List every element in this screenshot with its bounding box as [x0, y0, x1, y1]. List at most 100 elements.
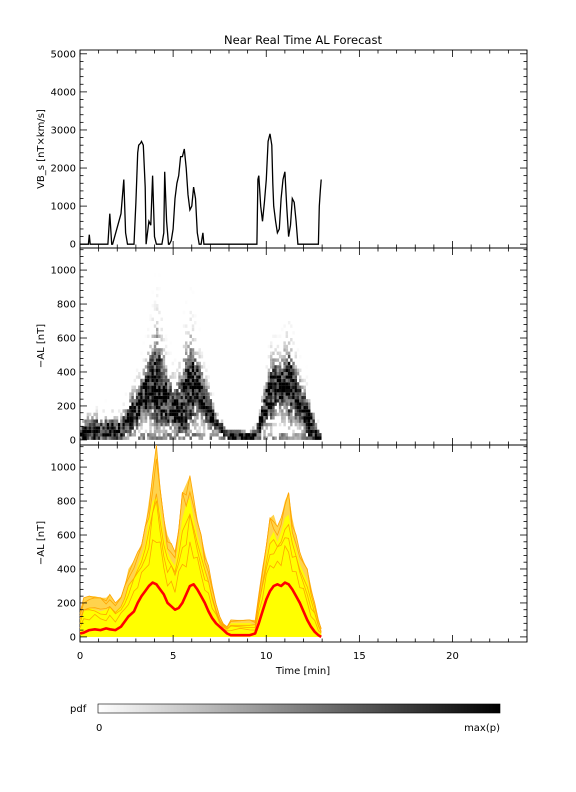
pdf-cell	[162, 372, 166, 376]
pdf-cell	[106, 419, 110, 423]
pdf-cell	[156, 355, 159, 359]
pdf-cell	[178, 402, 181, 406]
pdf-cell	[263, 405, 266, 410]
pdf-cell	[207, 422, 210, 427]
pdf-cell	[167, 395, 170, 400]
pdf-cell	[142, 412, 146, 417]
pdf-cell	[185, 405, 188, 410]
pdf-cell	[120, 436, 123, 440]
pdf-cell	[261, 412, 264, 417]
pdf-cell	[270, 361, 273, 366]
pdf-cell	[245, 436, 248, 440]
pdf-cell	[153, 412, 157, 417]
pdf-cell	[296, 422, 300, 427]
pdf-cell	[135, 395, 139, 400]
pdf-cell	[109, 433, 112, 437]
pdf-cell	[263, 419, 266, 423]
pdf-cell	[164, 365, 168, 369]
pdf-cell	[153, 273, 157, 277]
pdf-cell	[287, 389, 291, 393]
pdf-cell	[167, 382, 170, 386]
pdf-cell	[140, 412, 143, 417]
pdf-cell	[303, 395, 306, 400]
x-tick-label: 10	[260, 651, 273, 662]
pdf-cell	[142, 433, 146, 437]
pdf-cell	[267, 433, 271, 437]
pdf-cell	[149, 372, 152, 376]
pdf-cell	[191, 327, 195, 332]
pdf-cell	[191, 419, 195, 423]
pdf-cell	[292, 385, 295, 389]
pdf-cell	[122, 426, 125, 430]
pdf-cell	[305, 416, 309, 420]
pdf-cell	[153, 355, 157, 359]
pdf-cell	[283, 361, 286, 366]
pdf-cell	[294, 365, 298, 369]
pdf-cell	[272, 372, 275, 376]
pdf-cell	[252, 429, 255, 434]
pdf-cell	[285, 392, 289, 396]
pdf-cell	[265, 385, 268, 389]
pdf-cell	[205, 405, 208, 410]
pdf-cell	[156, 405, 159, 410]
pdf-cell	[274, 378, 277, 383]
pdf-cell	[285, 412, 289, 417]
pdf-cell	[200, 436, 204, 440]
x-tick-label: 0	[77, 651, 83, 662]
pdf-cell	[138, 436, 141, 440]
pdf-cell	[225, 429, 228, 434]
pdf-cell	[200, 385, 204, 389]
pdf-cell	[182, 395, 186, 400]
pdf-cell	[160, 436, 163, 440]
pdf-cell	[261, 426, 264, 430]
pdf-cell	[196, 409, 199, 413]
pdf-cell	[290, 358, 293, 362]
pdf-cell	[274, 375, 277, 379]
pdf-cell	[133, 433, 137, 437]
pdf-cell	[169, 395, 172, 400]
pdf-cell	[196, 412, 199, 417]
pdf-cell	[303, 392, 306, 396]
pdf-cell	[303, 422, 306, 427]
pdf-cell	[285, 358, 289, 362]
pdf-cell	[189, 402, 192, 406]
pdf-cell	[225, 433, 228, 437]
pdf-cell	[301, 392, 304, 396]
pdf-cell	[278, 361, 282, 366]
pdf-cell	[292, 429, 295, 434]
pdf-cell	[198, 409, 201, 413]
pdf-cell	[169, 385, 172, 389]
pdf-cell	[189, 409, 192, 413]
pdf-cell	[142, 368, 146, 372]
pdf-cell	[261, 399, 264, 403]
pdf-cell	[182, 409, 186, 413]
pdf-cell	[169, 341, 172, 345]
pdf-cell	[160, 382, 163, 386]
pdf-cell	[270, 409, 273, 413]
pdf-cell	[287, 395, 291, 400]
pdf-cell	[176, 419, 179, 423]
pdf-cell	[135, 422, 139, 427]
pdf-cell	[308, 409, 311, 413]
pdf-cell	[180, 412, 184, 417]
pdf-cell	[151, 375, 154, 379]
pdf-cell	[191, 378, 195, 383]
pdf-cell	[191, 392, 195, 396]
pdf-cell	[187, 375, 190, 379]
pdf-cell	[281, 372, 284, 376]
pdf-cell	[196, 372, 199, 376]
pdf-cell	[185, 382, 188, 386]
pdf-cell	[185, 419, 188, 423]
pdf-cell	[86, 422, 90, 427]
pdf-cell	[131, 416, 134, 420]
pdf-cell	[176, 409, 179, 413]
pdf-cell	[265, 436, 268, 440]
pdf-cell	[189, 361, 192, 366]
pdf-cell	[84, 429, 87, 434]
pdf-cell	[180, 405, 184, 410]
pdf-cell	[106, 422, 110, 427]
pdf-cell	[158, 273, 161, 277]
pdf-cell	[158, 405, 161, 410]
pdf-cell	[196, 351, 199, 355]
pdf-cell	[185, 378, 188, 383]
